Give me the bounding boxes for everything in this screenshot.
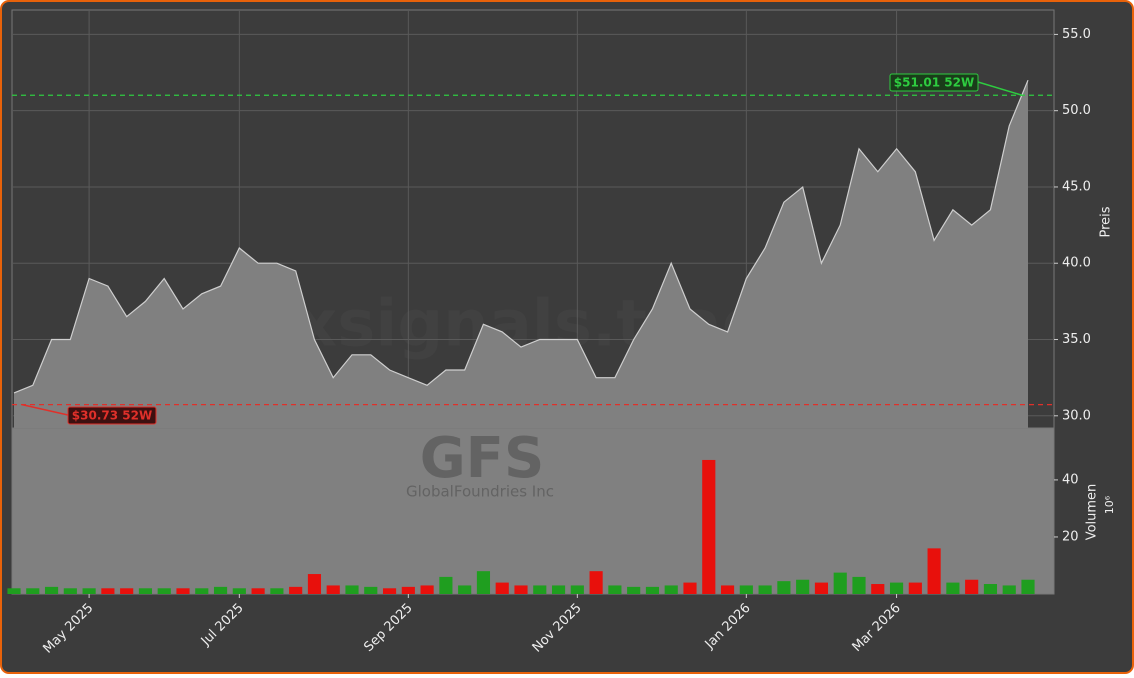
volume-bar <box>44 586 59 594</box>
volume-bar <box>364 586 378 594</box>
y2-tick-label: 20 <box>1062 529 1079 544</box>
volume-bar <box>270 588 284 594</box>
volume-bar <box>439 576 453 594</box>
volume-bar <box>326 585 340 594</box>
y-tick-label: 55.0 <box>1062 27 1091 42</box>
annotation-arrow <box>21 403 69 416</box>
volume-bar <box>251 588 265 594</box>
price-line <box>13 79 1029 394</box>
volume-bar <box>289 586 303 594</box>
volume-bar <box>551 585 566 594</box>
volume-bar <box>476 571 491 594</box>
volume-bar <box>26 588 40 594</box>
volume-bar <box>946 582 960 594</box>
volume-bar <box>458 585 472 594</box>
volume-bar <box>533 585 547 594</box>
volume-bar <box>702 459 716 594</box>
volume-bar <box>120 588 134 594</box>
volume-bar <box>495 582 509 594</box>
volume-bar <box>401 586 415 594</box>
volume-bar <box>927 548 941 594</box>
y-axis-label: Preis <box>1099 206 1114 237</box>
volume-bar <box>645 586 660 594</box>
volume-bar <box>664 585 678 594</box>
watermark: GFS <box>420 426 545 491</box>
y2-axis-label: Volumen <box>1085 484 1100 541</box>
annotation-box <box>67 406 157 425</box>
volume-bar <box>514 585 528 594</box>
volume-bar <box>608 585 622 594</box>
volume-bar <box>176 588 190 594</box>
volume-bar <box>777 581 791 594</box>
volume-bar <box>683 582 697 594</box>
volume-bar <box>983 584 998 594</box>
volume-bar <box>382 588 397 594</box>
volume-bar <box>889 582 904 594</box>
volume-bar <box>833 572 847 594</box>
y2-unit: 10⁶ <box>1103 495 1116 514</box>
volume-bar <box>232 588 246 594</box>
volume-bar <box>82 588 96 594</box>
annotation-box <box>889 73 979 92</box>
volume-bar <box>908 582 922 594</box>
volume-bar <box>871 584 885 594</box>
volume-bar <box>420 585 434 594</box>
annotation-label: $51.01 52W <box>894 76 974 90</box>
volume-bar <box>965 579 979 594</box>
volume-bar <box>758 585 772 594</box>
y-tick-label: 45.0 <box>1062 179 1091 194</box>
y2-tick-label: 40 <box>1062 472 1079 487</box>
volume-bar <box>796 579 810 594</box>
y-tick-label: 40.0 <box>1062 256 1091 271</box>
volume-bar <box>157 588 171 594</box>
volume-bar <box>720 585 735 594</box>
price-area <box>14 80 1028 428</box>
annotation-label: $30.73 52W <box>72 409 152 423</box>
volume-bar <box>213 586 228 594</box>
volume-bar <box>307 574 322 594</box>
volume-bar <box>589 571 603 594</box>
volume-bar <box>570 585 584 594</box>
y-tick-label: 50.0 <box>1062 103 1091 118</box>
y-tick-label: 30.0 <box>1062 408 1091 423</box>
volume-bar <box>7 588 21 594</box>
volume-bar <box>101 588 115 594</box>
annotation-arrow <box>977 81 1023 96</box>
volume-bar <box>138 588 153 594</box>
watermark: GlobalFoundries Inc <box>406 483 554 501</box>
volume-bar <box>195 588 209 594</box>
volume-bar <box>1002 585 1016 594</box>
volume-bar <box>1021 579 1035 594</box>
volume-bar <box>739 585 753 594</box>
volume-bar <box>345 585 359 594</box>
volume-bar <box>627 586 641 594</box>
volume-bar <box>814 582 829 594</box>
volume-bar <box>852 576 866 594</box>
volume-bar <box>63 588 77 594</box>
y-tick-label: 35.0 <box>1062 332 1091 347</box>
